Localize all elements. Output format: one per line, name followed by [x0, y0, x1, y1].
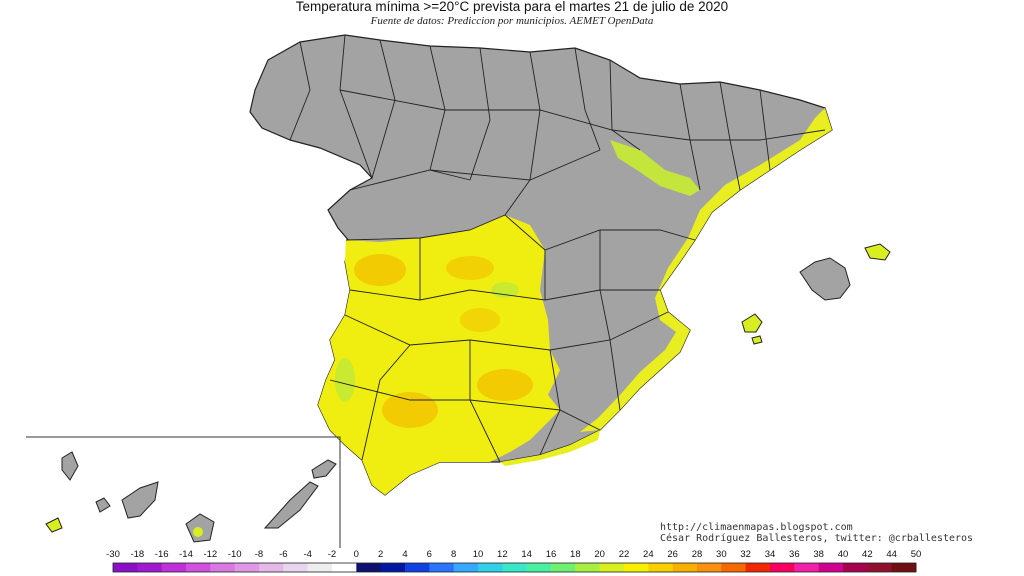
gran-canaria-warm-patch	[193, 527, 203, 537]
mallorca-island	[799, 257, 851, 301]
hot-patch-cordoba	[477, 369, 533, 401]
south-coast-warm	[500, 430, 600, 466]
la-palma-island	[61, 451, 79, 481]
menorca-island	[864, 243, 891, 261]
hot-patch-huelva	[460, 308, 500, 332]
province-borders	[289, 34, 826, 463]
la-gomera-island	[95, 497, 111, 513]
hot-patch-extremadura	[354, 254, 406, 286]
fuerteventura-island	[263, 481, 319, 529]
blog-credit: http://climaenmapas.blogspot.com	[660, 522, 853, 533]
formentera-island	[751, 335, 763, 345]
map-subtitle: Fuente de datos: Prediccion por municipi…	[370, 15, 654, 27]
ibiza-island	[741, 313, 763, 333]
mild-patch-west	[335, 358, 355, 402]
tenerife-island	[121, 481, 159, 519]
lanzarote-island	[311, 459, 337, 479]
canary-inset-frame	[26, 436, 341, 548]
mediterranean-coast-warm	[580, 108, 832, 432]
map-title: Temperatura mínima >=20°C prevista para …	[295, 0, 729, 14]
hot-patch-sevilla	[382, 392, 438, 428]
hot-patch-guadiana	[446, 256, 494, 280]
el-hierro-island	[45, 517, 63, 533]
author-credit: César Rodríguez Ballesteros, twitter: @c…	[660, 533, 974, 544]
ebro-valley-warm	[610, 140, 700, 196]
